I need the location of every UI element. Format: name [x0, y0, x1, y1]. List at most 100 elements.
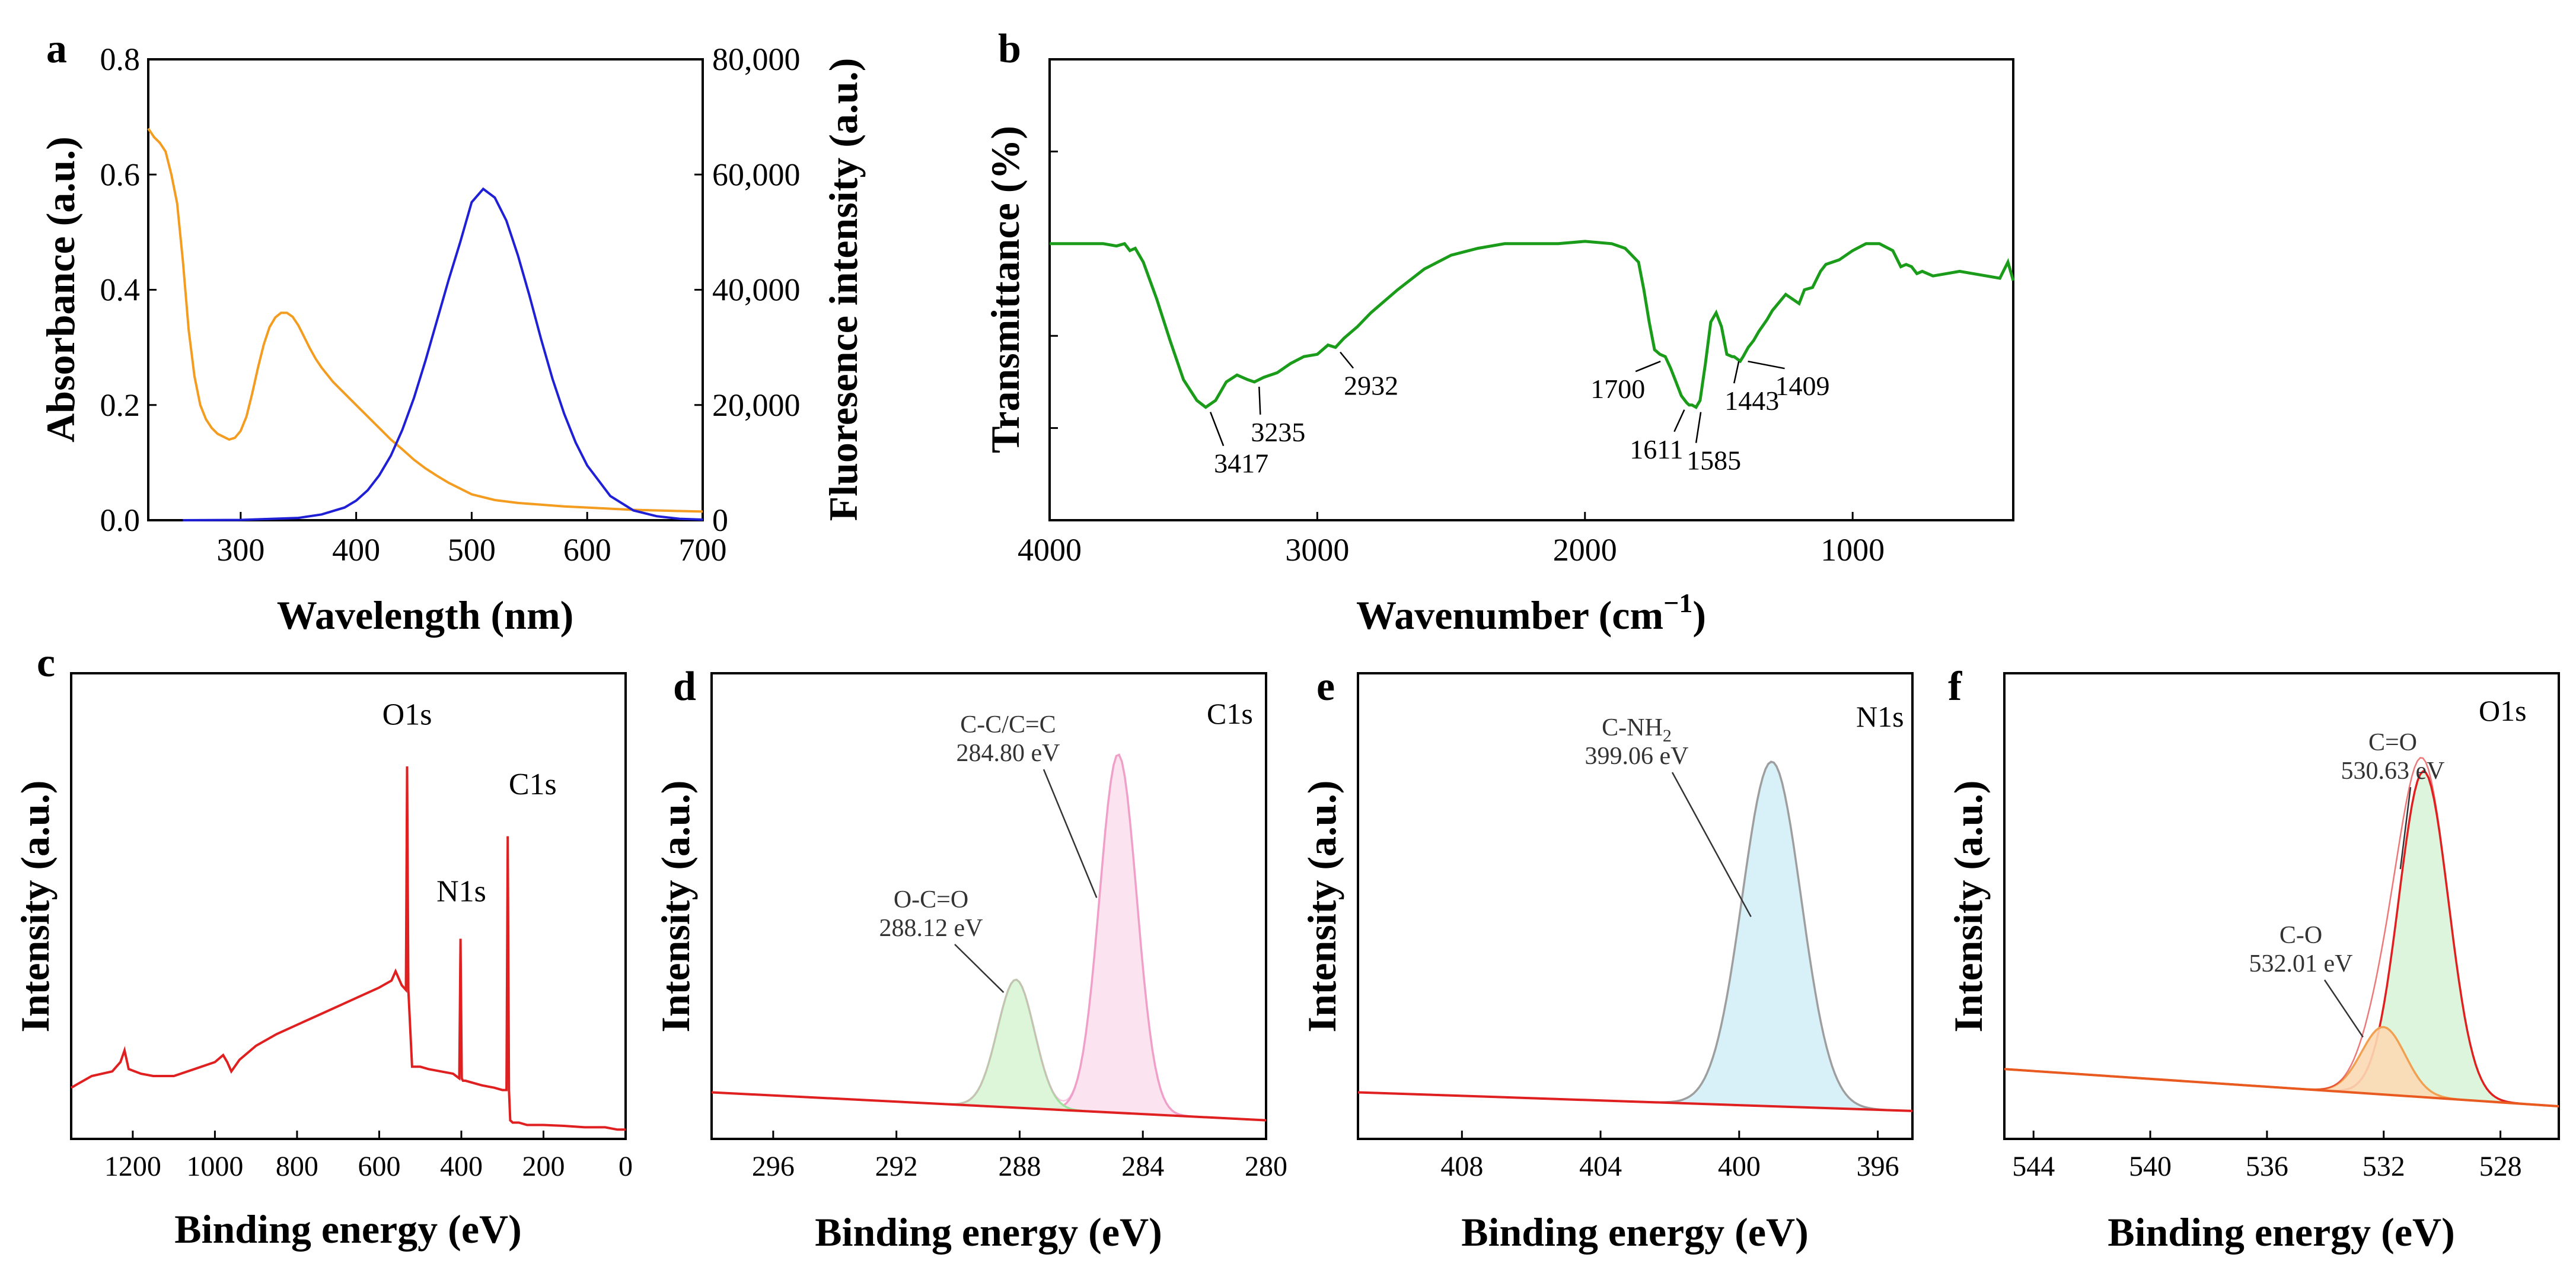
panel-a-right-y-tick-label: 60,000: [712, 157, 801, 192]
panel-b-annotation-arrow: [1695, 412, 1702, 443]
panel-d-peak-fill: [712, 979, 1266, 1121]
panel-c-x-tick-label: 200: [522, 1151, 565, 1182]
panel-b-frame: [1048, 58, 2014, 521]
panel-c-x-tick-label: 1000: [186, 1151, 243, 1182]
panel-b-x-tick-label: 4000: [1018, 532, 1082, 568]
panel-c-y-title: Intensity (a.u.): [12, 780, 58, 1032]
panel-e-annotation-label: C-NH2: [1602, 714, 1672, 746]
panel-a-y-tick-label: 0.4: [100, 272, 141, 308]
panel-b-annotation-label: 3235: [1251, 417, 1305, 447]
panel-c-peak-labels: O1s N1s C1s: [382, 698, 557, 908]
panel-b-y-title: Transmittance (%): [983, 126, 1028, 453]
panel-f-x-tick-label: 528: [2479, 1151, 2522, 1182]
panel-a: a 300 400 500 600 700 0.0 0.2 0.4 0.6 0.8 0 20,00…: [38, 26, 866, 638]
panel-a-x-tick-label: 500: [448, 532, 496, 568]
panel-d-fitted-peaks: [711, 753, 1267, 1122]
panel-d-x-tick-label: 280: [1245, 1151, 1287, 1182]
panel-d-x-title: Binding energy (eV): [815, 1209, 1162, 1255]
panel-b-x-tick-label: 1000: [1821, 532, 1885, 568]
panel-c-x-tick-label: 400: [440, 1151, 483, 1182]
panel-c-x-title: Binding energy (eV): [174, 1207, 522, 1252]
panel-e-annotation-arrow: [1671, 772, 1752, 918]
panel-a-x-tick-label: 300: [216, 532, 264, 568]
panel-b-x-title-close: ): [1692, 593, 1706, 638]
panel-b-annotation-label: 1700: [1590, 374, 1645, 404]
panel-e-peak-line: [1357, 760, 1913, 1112]
panel-d-frame: [710, 672, 1267, 1140]
panel-a-right-y-tick-label: 80,000: [712, 42, 801, 77]
panel-b-annotation-arrow: [1673, 409, 1685, 432]
panel-b-annotation-arrow: [1748, 360, 1785, 370]
panel-f-x-tick-label: 540: [2129, 1151, 2172, 1182]
panel-b-annotation-label: 3417: [1214, 448, 1268, 479]
panel-e-peak-fill: [1358, 762, 1912, 1111]
panel-a-right-y-tick-label: 0: [712, 502, 728, 538]
panel-e-x-tick-label: 404: [1579, 1151, 1622, 1182]
panel-a-absorbance-line: [147, 128, 703, 513]
panel-f-frame: [2003, 672, 2560, 1140]
panel-a-right-y-ticks: 0 20,000 40,000 60,000 80,000: [694, 42, 801, 538]
panel-f-annotation-arrow: [2323, 979, 2364, 1038]
panel-e-annotation-value: 399.06 eV: [1585, 743, 1689, 770]
panel-e-annotation-subscript: 2: [1663, 726, 1672, 746]
panel-a-letter: a: [46, 26, 67, 72]
panel-a-right-y-title: Fluoresence intensity (a.u.): [821, 58, 866, 521]
panel-c-x-tick-label: 0: [619, 1151, 633, 1182]
panel-a-frame: [147, 58, 704, 521]
panel-f-x-tick-label: 532: [2363, 1151, 2405, 1182]
panel-b-x-title-main: Wavenumber (cm: [1356, 593, 1663, 638]
panel-b-annotation-label: 1585: [1686, 445, 1741, 476]
panel-c-x-tick-label: 600: [358, 1151, 400, 1182]
panel-d-background-line: [711, 1091, 1267, 1122]
panel-b-y-ticks: [1050, 150, 1058, 429]
panel-b-ftir-line: [1050, 240, 2015, 409]
panel-c-frame: [70, 672, 627, 1140]
panel-e-fitted-peaks: [1357, 760, 1913, 1112]
panel-f-letter: f: [1948, 664, 1962, 709]
panel-d-annotation-label: O-C=O: [894, 886, 968, 913]
panel-b-x-tick-label: 2000: [1553, 532, 1617, 568]
panel-b-annotation-arrow: [1733, 361, 1740, 384]
panel-f-annotation-arrow: [2399, 787, 2412, 870]
panel-c: c 1200 1000 800 600 400 200 0 O1s N1s C1s Bindin…: [12, 640, 633, 1252]
panel-b-annotation-label: 1443: [1724, 386, 1779, 416]
panel-e-x-tick-label: 408: [1440, 1151, 1483, 1182]
panel-c-x-ticks: 1200 1000 800 600 400 200 0: [104, 1131, 633, 1182]
panel-c-x-tick-label: 800: [276, 1151, 318, 1182]
panel-f-x-tick-label: 536: [2246, 1151, 2288, 1182]
panel-c-x-tick-label: 1200: [104, 1151, 161, 1182]
panel-b-annotation-label: 2932: [1344, 371, 1398, 401]
panel-a-y-ticks: 0.0 0.2 0.4 0.6 0.8: [100, 42, 157, 538]
panel-d-x-tick-label: 296: [752, 1151, 795, 1182]
panel-a-y-tick-label: 0.0: [100, 502, 141, 538]
panel-f-peak-fill: [2004, 1027, 2559, 1106]
panel-a-x-tick-label: 600: [563, 532, 611, 568]
panel-f-y-title: Intensity (a.u.): [1946, 780, 1991, 1032]
panel-d-x-tick-label: 284: [1121, 1151, 1164, 1182]
panel-f-annotation-value: 530.63 eV: [2341, 757, 2445, 785]
panel-b-x-title-sup: −1: [1663, 588, 1692, 618]
panel-a-y-title: Absorbance (a.u.): [38, 136, 83, 443]
panel-a-y-tick-label: 0.8: [100, 42, 141, 77]
panel-e-x-title: Binding energy (eV): [1461, 1209, 1809, 1255]
panel-b-annotation-arrow: [1209, 412, 1225, 447]
panel-e-x-tick-label: 396: [1857, 1151, 1899, 1182]
panel-b-annotation-label: 1409: [1775, 371, 1830, 401]
panel-f-annotation-label: C=O: [2368, 729, 2417, 756]
panel-a-x-tick-label: 400: [332, 532, 380, 568]
panel-e-x-tick-label: 400: [1718, 1151, 1761, 1182]
panel-a-x-title: Wavelength (nm): [277, 593, 574, 638]
panel-f-corner-label: O1s: [2479, 694, 2527, 727]
panel-e-corner-label: N1s: [1856, 700, 1904, 733]
panel-a-fluorescence-line: [183, 187, 703, 521]
panel-d-annotation-arrow: [1042, 769, 1098, 898]
panel-f-annotation-value: 532.01 eV: [2249, 950, 2353, 978]
panel-e-background-line: [1357, 1091, 1913, 1112]
panel-d-annotation-label: C-C/C=C: [960, 711, 1056, 739]
